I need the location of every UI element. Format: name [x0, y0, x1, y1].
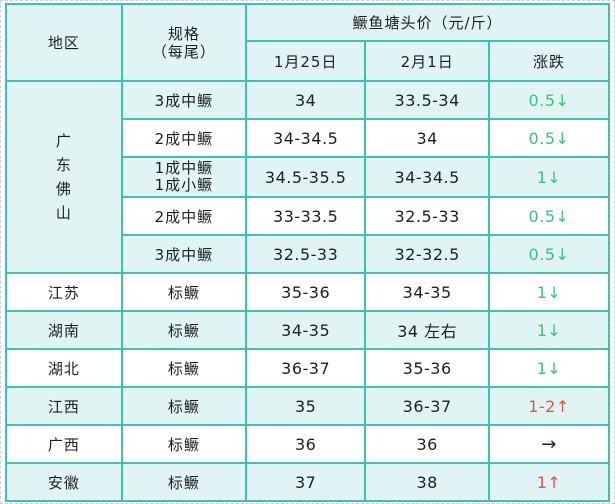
- spec-cell: 1成中鳜 1成小鳜: [120, 156, 247, 198]
- region-cell: 江西: [5, 386, 123, 426]
- change-cell: 1↓: [487, 310, 611, 350]
- table-row-guangdong-5: 3成中鳜 32.5-33 32-32.5 0.5↓: [6, 234, 611, 274]
- price-feb1-cell: 36: [364, 424, 490, 464]
- change-cell: 1↓: [487, 348, 611, 388]
- header-price-title: 鳜鱼塘头价（元/斤）: [244, 3, 611, 42]
- spec-cell: 3成中鳜: [120, 80, 247, 120]
- spec-cell: 标鳜: [120, 424, 247, 464]
- spec-cell: 标鳜: [120, 386, 247, 426]
- price-jan25-cell: 35: [244, 386, 367, 426]
- price-feb1-cell: 34-34.5: [364, 156, 490, 198]
- table-body: 广 东 佛 山 3成中鳜 34 33.5-34 0.5↓ 2成中鳜 34-34.…: [5, 80, 611, 502]
- price-feb1-cell: 34: [364, 118, 490, 158]
- change-cell: →: [487, 424, 611, 464]
- table-row-guangdong-1: 广 东 佛 山 3成中鳜 34 33.5-34 0.5↓: [5, 80, 611, 274]
- table-row-guangdong-4: 2成中鳜 33-33.5 32.5-33 0.5↓: [6, 196, 611, 236]
- header-spec: 规格 （每尾）: [120, 3, 247, 82]
- table-row-hubei: 湖北 标鳜 36-37 35-36 1↓: [5, 348, 611, 388]
- price-feb1-cell: 34 左右: [364, 310, 490, 350]
- header-change: 涨跌: [487, 40, 611, 82]
- region-cell-guangdong-foshan: 广 东 佛 山: [5, 80, 123, 274]
- price-jan25-cell: 34-34.5: [244, 118, 367, 158]
- spec-cell: 3成中鳜: [120, 234, 247, 274]
- spec-cell: 标鳜: [120, 272, 247, 312]
- price-jan25-cell: 36: [244, 424, 367, 464]
- price-feb1-cell: 32-32.5: [364, 234, 490, 274]
- table-row-guangdong-2: 2成中鳜 34-34.5 34 0.5↓: [6, 118, 611, 158]
- region-cell: 湖北: [5, 348, 123, 388]
- spec-cell: 标鳜: [120, 348, 247, 388]
- price-jan25-cell: 33-33.5: [244, 196, 367, 236]
- spec-cell: 2成中鳜: [120, 118, 247, 158]
- change-cell: 1↓: [487, 272, 611, 312]
- table-row-guangxi: 广西 标鳜 36 36 →: [5, 424, 611, 464]
- price-jan25-cell: 35-36: [244, 272, 367, 312]
- table-header: 地区 规格 （每尾） 鳜鱼塘头价（元/斤） 1月25日 2月1日 涨跌: [5, 3, 611, 82]
- region-cell: 湖南: [5, 310, 123, 350]
- region-cell: 安徽: [5, 462, 123, 502]
- table-row-hunan: 湖南 标鳜 34-35 34 左右 1↓: [5, 310, 611, 350]
- header-date-feb1: 2月1日: [364, 40, 490, 82]
- table-row-guangdong-3: 1成中鳜 1成小鳜 34.5-35.5 34-34.5 1↓: [6, 156, 611, 198]
- change-cell: 1↑: [487, 462, 611, 502]
- region-cell: 江苏: [5, 272, 123, 312]
- header-date-jan25: 1月25日: [244, 40, 367, 82]
- price-table: 地区 规格 （每尾） 鳜鱼塘头价（元/斤） 1月25日 2月1日 涨跌 广 东 …: [5, 3, 611, 502]
- price-jan25-cell: 34-35: [244, 310, 367, 350]
- region-cell: 广西: [5, 424, 123, 464]
- table-row-jiangxi: 江西 标鳜 35 36-37 1-2↑: [5, 386, 611, 426]
- price-jan25-cell: 34: [244, 80, 367, 120]
- price-jan25-cell: 34.5-35.5: [244, 156, 367, 198]
- change-cell: 0.5↓: [487, 80, 611, 120]
- spec-cell: 标鳜: [120, 310, 247, 350]
- change-cell: 1↓: [487, 156, 611, 198]
- price-feb1-cell: 33.5-34: [364, 80, 490, 120]
- spec-cell: 标鳜: [120, 462, 247, 502]
- table-row-anhui: 安徽 标鳜 37 38 1↑: [5, 462, 611, 502]
- header-region: 地区: [5, 3, 123, 82]
- table-row-jiangsu: 江苏 标鳜 35-36 34-35 1↓: [5, 272, 611, 312]
- price-feb1-cell: 34-35: [364, 272, 490, 312]
- price-feb1-cell: 38: [364, 462, 490, 502]
- price-jan25-cell: 37: [244, 462, 367, 502]
- change-cell: 0.5↓: [487, 196, 611, 236]
- price-feb1-cell: 36-37: [364, 386, 490, 426]
- change-cell: 0.5↓: [487, 118, 611, 158]
- spec-cell: 2成中鳜: [120, 196, 247, 236]
- price-jan25-cell: 36-37: [244, 348, 367, 388]
- price-jan25-cell: 32.5-33: [244, 234, 367, 274]
- price-feb1-cell: 35-36: [364, 348, 490, 388]
- price-feb1-cell: 32.5-33: [364, 196, 490, 236]
- change-cell: 0.5↓: [487, 234, 611, 274]
- change-cell: 1-2↑: [487, 386, 611, 426]
